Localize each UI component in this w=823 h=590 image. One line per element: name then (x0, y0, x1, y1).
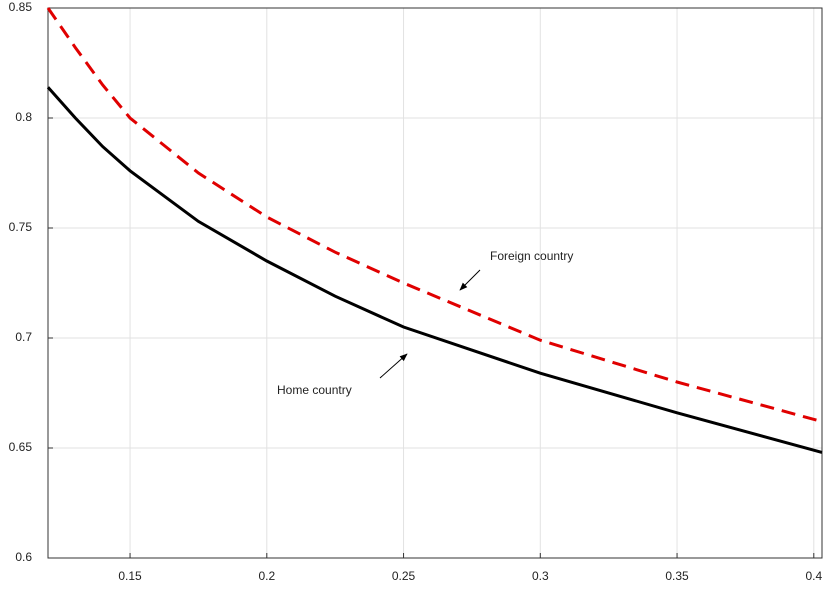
annotation: Foreign country (490, 249, 573, 263)
x-tick-label: 0.3 (532, 569, 549, 583)
x-tick-label: 0.15 (118, 569, 142, 583)
annotation-arrow (459, 269, 481, 291)
y-tick-label: 0.7 (15, 330, 32, 344)
x-tick-label: 0.4 (805, 569, 822, 583)
series-line (46, 86, 823, 454)
y-tick-label: 0.75 (9, 220, 33, 234)
x-tick-label: 0.2 (258, 569, 275, 583)
annotation: Home country (277, 383, 352, 397)
y-tick-label: 0.65 (9, 440, 33, 454)
y-tick-label: 0.85 (9, 0, 33, 14)
y-tick-label: 0.8 (15, 110, 32, 124)
annotation-arrow (379, 353, 408, 379)
y-tick-label: 0.6 (15, 550, 32, 564)
x-tick-label: 0.25 (392, 569, 416, 583)
x-tick-label: 0.35 (665, 569, 689, 583)
series-line (46, 7, 823, 424)
plot-frame (47, 7, 823, 559)
